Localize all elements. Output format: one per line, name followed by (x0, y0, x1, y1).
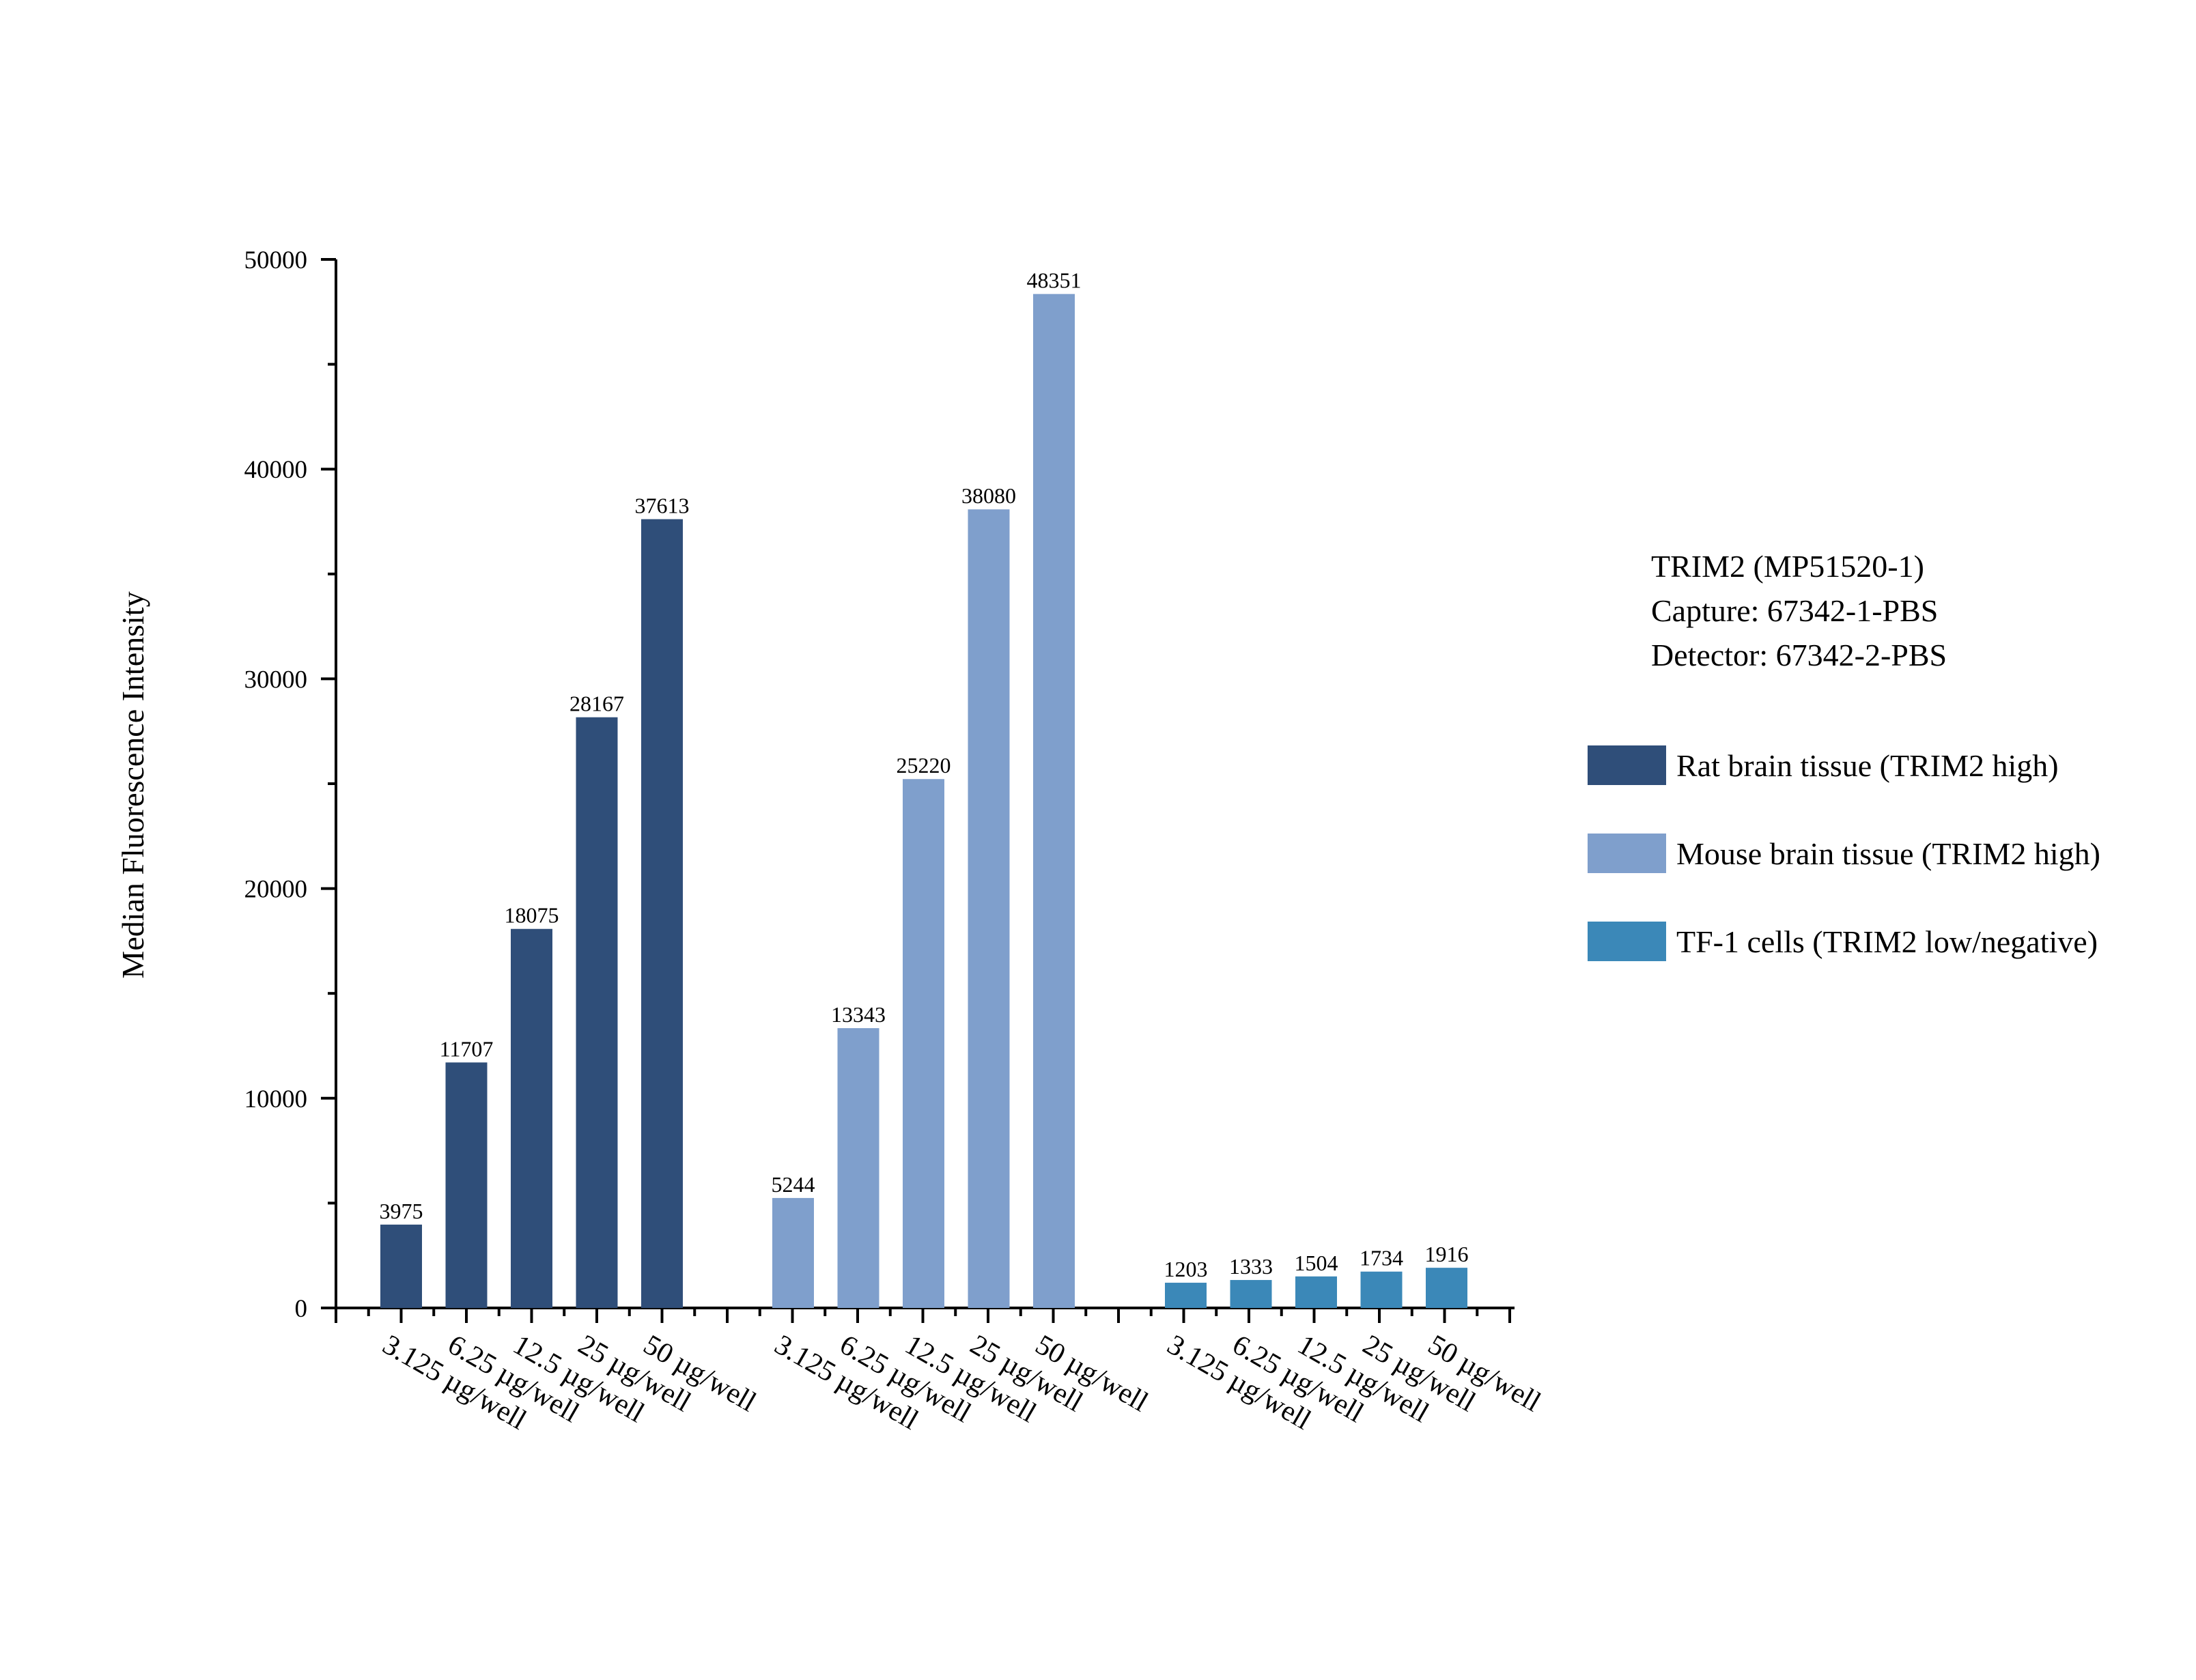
y-tick-label: 40000 (244, 456, 308, 484)
bar-value-label: 1504 (1295, 1251, 1338, 1275)
legend-label-mouse: Mouse brain tissue (TRIM2 high) (1676, 836, 2100, 871)
bar-value-label: 18075 (505, 903, 559, 928)
legend-label-rat: Rat brain tissue (TRIM2 high) (1676, 748, 2059, 783)
bar (576, 717, 618, 1308)
bar-value-label: 1916 (1425, 1242, 1469, 1266)
info-line-2: Capture: 67342-1-PBS (1651, 593, 1938, 628)
y-tick-label: 0 (295, 1295, 308, 1323)
bar (837, 1028, 879, 1308)
bar (1426, 1268, 1467, 1308)
bar-value-label: 28167 (569, 692, 624, 716)
bar-value-label: 1333 (1229, 1254, 1273, 1279)
bar-value-label: 5244 (772, 1172, 815, 1197)
info-line-1: TRIM2 (MP51520-1) (1651, 549, 1924, 584)
x-axis (335, 1307, 1515, 1323)
legend-swatch-mouse (1588, 834, 1666, 873)
bar-value-label: 38080 (961, 483, 1016, 508)
bar (445, 1062, 488, 1308)
bar (1230, 1280, 1272, 1308)
legend: Rat brain tissue (TRIM2 high) Mouse brai… (1588, 745, 2100, 961)
legend-swatch-tf1 (1588, 922, 1666, 961)
data-labels: 3975 11707 18075 28167 37613 5244 13343 25220 38… (380, 268, 1469, 1281)
bar-value-label: 3975 (380, 1199, 423, 1223)
bar-value-label: 11707 (440, 1036, 494, 1061)
bar-value-label: 1203 (1164, 1257, 1208, 1281)
bar (968, 509, 1010, 1308)
bar-value-label: 13343 (831, 1002, 886, 1027)
bar (1360, 1271, 1403, 1308)
info-box: TRIM2 (MP51520-1) Capture: 67342-1-PBS D… (1651, 549, 1947, 672)
legend-swatch-rat (1588, 745, 1666, 785)
y-tick-label: 30000 (244, 666, 308, 694)
bar (1165, 1283, 1207, 1308)
bar (1295, 1276, 1337, 1308)
y-tick-label: 20000 (244, 876, 308, 904)
bar (903, 779, 944, 1308)
bar-value-label: 1734 (1360, 1246, 1403, 1270)
bar (772, 1197, 814, 1308)
y-axis: 0 10000 20000 30000 40000 50000 (244, 246, 337, 1323)
bars (380, 294, 1467, 1309)
bar-value-label: 25220 (897, 753, 951, 778)
bar (380, 1224, 422, 1308)
bar-value-label: 37613 (635, 494, 690, 518)
y-tick-label: 10000 (244, 1085, 308, 1113)
bar (511, 928, 552, 1308)
bar (641, 519, 683, 1309)
legend-label-tf1: TF-1 cells (TRIM2 low/negative) (1676, 924, 2098, 959)
y-tick-label: 50000 (244, 246, 308, 274)
info-line-3: Detector: 67342-2-PBS (1651, 638, 1947, 672)
bar-value-label: 48351 (1027, 268, 1082, 293)
y-axis-title: Median Fluorescence Intensity (115, 591, 150, 978)
bar (1033, 294, 1075, 1309)
